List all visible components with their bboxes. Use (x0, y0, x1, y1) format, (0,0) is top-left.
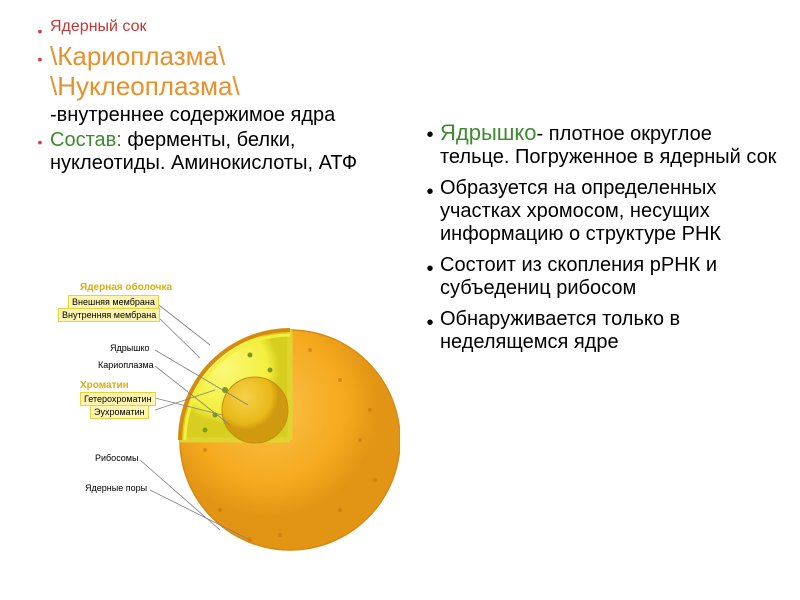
right-column: • Ядрышко- плотное округлое тельце. Погр… (420, 120, 785, 356)
left-column: • Ядерный сок • \Кариоплазма\ \Нуклеопла… (30, 18, 390, 177)
dl-chromatin-head: Хроматин (80, 380, 129, 391)
left-list: • Ядерный сок • \Кариоплазма\ \Нуклеопла… (30, 18, 390, 175)
bullet-icon: • (420, 254, 440, 282)
bullet-icon: • (420, 177, 440, 205)
composition-label: Состав: (50, 129, 122, 151)
right-item: • Состоит из скопления рРНК и субъедениц… (420, 254, 785, 300)
dl-envelope-head: Ядерная оболочка (80, 282, 172, 293)
li-inner-content: -внутреннее содержимое ядра (50, 104, 390, 127)
li-consists: Состоит из скопления рРНК и субъедениц р… (440, 254, 785, 300)
right-item: • Образуется на определенных участках хр… (420, 177, 785, 246)
dl-euchro: Эухроматин (90, 405, 149, 419)
li-forms-on: Образуется на определенных участках хром… (440, 177, 785, 246)
nucleolus-shape (222, 377, 288, 443)
right-item: • Ядрышко- плотное округлое тельце. Погр… (420, 120, 785, 169)
left-item: • Ядерный сок (30, 18, 390, 40)
dl-hetero: Гетерохроматин (80, 392, 156, 406)
dl-nucleolus: Ядрышко (110, 343, 150, 353)
nucleus-diagram: Ядерная оболочка Внешняя мембрана Внутре… (40, 280, 400, 580)
bullet-icon: • (30, 129, 50, 151)
li-composition: Состав: ферменты, белки, нуклеотиды. Ами… (50, 129, 390, 175)
dl-outer-mem: Внешняя мембрана (68, 295, 159, 309)
li-karyoplasm: \Кариоплазма\ \Нуклеоплазма\ (50, 42, 390, 102)
dl-ribosomes: Рибосомы (95, 453, 138, 463)
bullet-icon: • (30, 42, 50, 68)
left-item: • \Кариоплазма\ \Нуклеоплазма\ (30, 42, 390, 102)
nucleus-svg (40, 280, 400, 580)
nucleolus-lead: Ядрышко (440, 120, 537, 145)
dl-inner-mem: Внутренняя мембрана (58, 308, 160, 322)
li-nuclear-juice: Ядерный сок (50, 18, 390, 36)
left-item-indent: -внутреннее содержимое ядра (30, 104, 390, 127)
right-list: • Ядрышко- плотное округлое тельце. Погр… (420, 120, 785, 354)
right-item: • Обнаруживается только в неделящемся яд… (420, 308, 785, 354)
li-nucleolus-def: Ядрышко- плотное округлое тельце. Погруж… (440, 120, 785, 169)
dl-pores: Ядерные поры (85, 483, 147, 493)
bullet-icon: • (420, 120, 440, 148)
left-item: • Состав: ферменты, белки, нуклеотиды. А… (30, 129, 390, 175)
bullet-icon: • (420, 308, 440, 336)
bullet-icon: • (30, 18, 50, 40)
li-found-in: Обнаруживается только в неделящемся ядре (440, 308, 785, 354)
dl-karyoplasm: Кариоплазма (98, 360, 154, 370)
